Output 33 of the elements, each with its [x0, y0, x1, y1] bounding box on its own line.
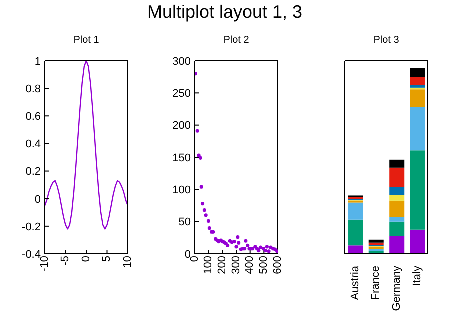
x-tick-label: 0 — [188, 256, 201, 262]
chart-title: Plot 2 — [222, 35, 250, 46]
x-tick-label: 0 — [80, 256, 92, 262]
y-tick-label: 100 — [172, 184, 191, 197]
y-tick-label: 0 — [34, 194, 41, 206]
y-tick-label: 300 — [172, 56, 191, 68]
y-tick-label: 0.8 — [26, 83, 41, 96]
x-tick-label: -5 — [60, 256, 72, 266]
x-tick-label: Italy — [412, 266, 424, 286]
y-tick-label: 50 — [178, 216, 191, 229]
text: Multiplot layout 1, 3 — [146, 2, 304, 23]
x-tick-label: 500 — [258, 256, 270, 274]
y-tick-label: -0.4 — [22, 248, 41, 261]
x-tick-label: 100 — [202, 256, 215, 274]
y-tick-label: 0.6 — [26, 111, 41, 124]
y-tick-label: 200 — [172, 120, 191, 132]
chart-title: Plot 1 — [72, 35, 100, 46]
y-tick-label: -0.2 — [22, 221, 41, 234]
y-tick-label: 1 — [34, 56, 41, 68]
x-tick-label: Austria — [349, 265, 362, 300]
x-tick-label: 5 — [101, 256, 114, 262]
x-tick-label: 300 — [230, 256, 242, 274]
x-tick-label: France — [370, 266, 382, 300]
x-tick-label: Germany — [390, 266, 403, 312]
x-tick-label: 200 — [216, 256, 229, 274]
x-tick-label: 400 — [244, 256, 256, 274]
y-tick-label: 0.2 — [26, 166, 41, 178]
x-tick-label: 10 — [122, 256, 134, 268]
y-tick-label: 150 — [172, 152, 191, 164]
chart-title: Plot 3 — [372, 35, 400, 46]
x-tick-label: 600 — [272, 256, 284, 274]
y-tick-label: 0.4 — [26, 138, 41, 151]
y-tick-label: 250 — [172, 88, 191, 100]
